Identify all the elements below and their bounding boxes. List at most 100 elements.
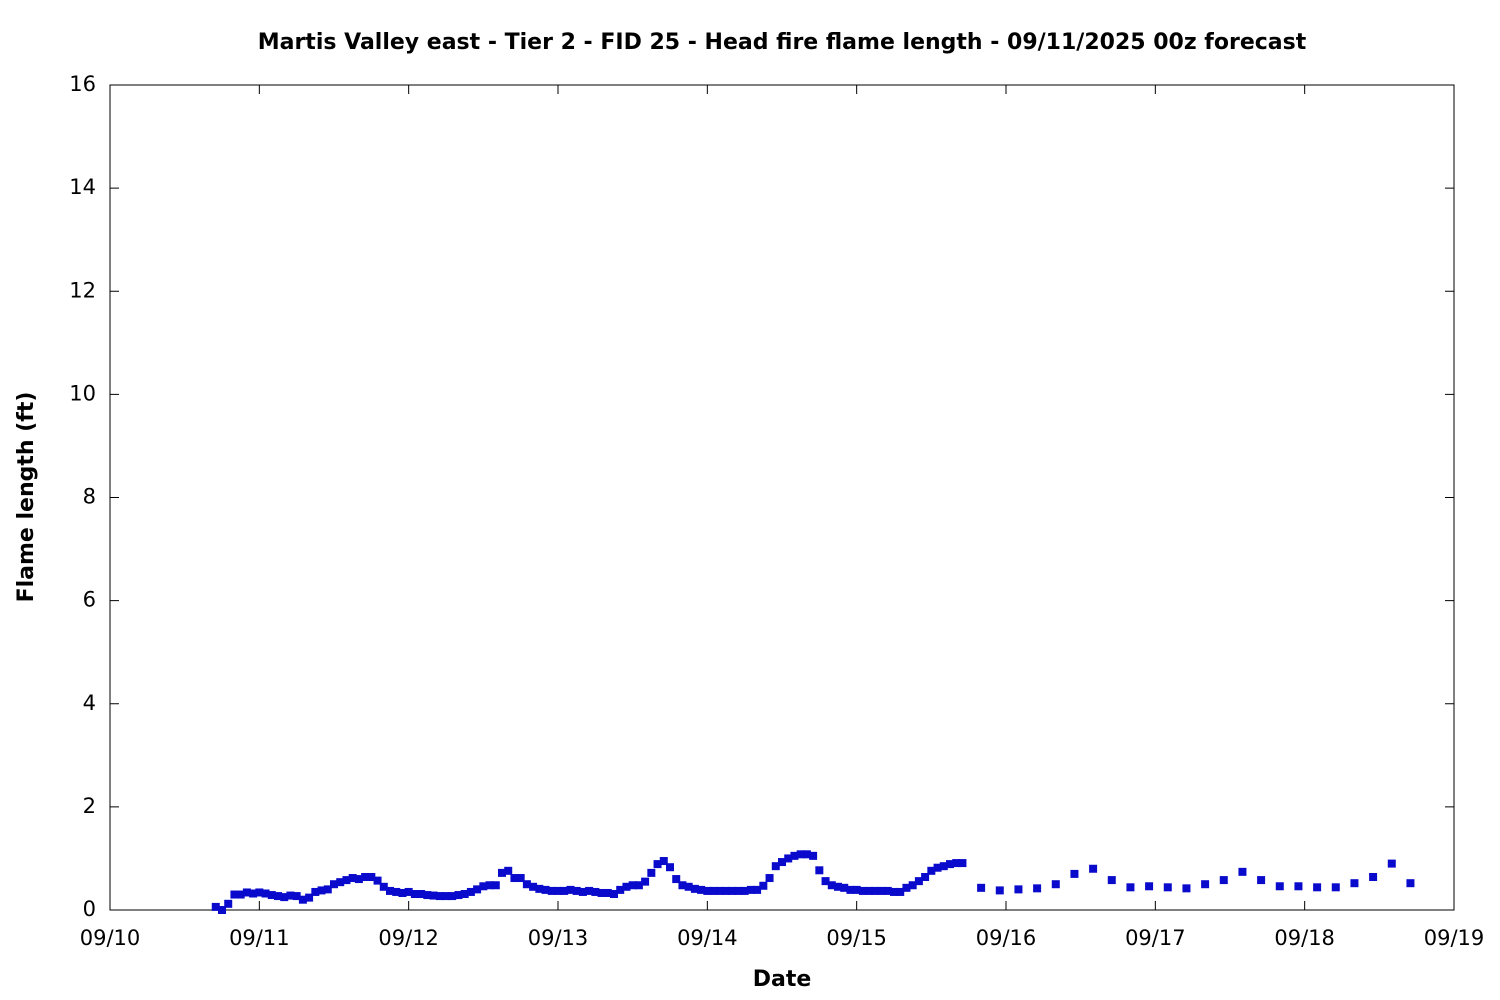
data-point	[361, 873, 370, 881]
data-point	[890, 887, 898, 896]
data-point	[995, 886, 1004, 895]
y-tick-label: 2	[83, 794, 96, 818]
data-point	[684, 882, 693, 891]
data-point	[728, 886, 737, 895]
data-point	[672, 875, 681, 884]
data-point	[367, 873, 376, 881]
y-tick-label: 12	[69, 278, 96, 302]
data-point	[622, 882, 631, 891]
data-point	[715, 886, 724, 895]
data-point	[547, 886, 556, 895]
data-point	[1387, 859, 1396, 868]
data-point	[435, 892, 444, 901]
data-point	[603, 888, 612, 897]
data-point	[790, 851, 799, 860]
data-point	[298, 895, 307, 904]
data-point	[230, 890, 239, 899]
data-point	[759, 881, 768, 890]
data-point	[921, 873, 930, 881]
data-point	[740, 886, 749, 895]
y-tick-label: 0	[83, 897, 96, 921]
data-point	[703, 886, 712, 895]
y-tick-label: 8	[83, 485, 96, 509]
data-point	[802, 850, 811, 859]
data-point	[566, 885, 575, 894]
data-point	[498, 868, 506, 877]
y-tick-label: 6	[83, 588, 96, 612]
data-point	[858, 886, 867, 895]
data-point	[852, 885, 861, 894]
x-tick-label: 09/17	[1125, 926, 1186, 950]
data-point	[535, 884, 544, 893]
x-tick-label: 09/15	[826, 926, 887, 950]
data-point	[653, 860, 662, 869]
data-point	[933, 863, 942, 872]
data-point	[610, 890, 618, 899]
data-point	[261, 889, 270, 898]
x-tick-label: 09/19	[1424, 926, 1485, 950]
data-point	[286, 891, 295, 900]
data-point	[1313, 883, 1322, 892]
x-tick-label: 09/16	[976, 926, 1037, 950]
data-point	[398, 888, 407, 897]
data-point	[1331, 883, 1340, 892]
data-point	[746, 885, 755, 894]
data-point	[479, 882, 488, 891]
data-point	[317, 886, 326, 895]
data-point	[939, 862, 948, 871]
chart-title: Martis Valley east - Tier 2 - FID 25 - H…	[258, 30, 1307, 55]
data-point	[784, 854, 793, 863]
data-point	[504, 866, 513, 875]
data-point	[348, 874, 357, 883]
data-point	[616, 885, 625, 894]
data-point	[591, 887, 600, 896]
x-tick-label: 09/11	[229, 926, 290, 950]
data-point	[292, 892, 301, 901]
data-point	[578, 887, 587, 896]
data-point	[809, 851, 818, 860]
y-tick-label: 14	[69, 175, 96, 199]
data-point	[678, 881, 687, 890]
data-point	[821, 877, 830, 886]
data-point	[1294, 882, 1303, 891]
data-point	[1406, 879, 1415, 888]
data-point	[697, 885, 706, 894]
x-tick-label: 09/13	[528, 926, 589, 950]
data-point	[473, 885, 482, 894]
data-point	[1369, 873, 1378, 881]
plot-frame	[109, 84, 1455, 911]
data-point	[753, 885, 762, 894]
data-point	[1070, 869, 1079, 878]
data-point	[597, 888, 606, 897]
data-point	[1238, 867, 1247, 876]
data-point	[305, 893, 314, 902]
data-point	[342, 876, 351, 885]
data-point	[865, 886, 874, 895]
data-point	[914, 877, 923, 886]
data-point	[560, 886, 569, 895]
data-point	[255, 888, 264, 897]
data-point	[242, 888, 251, 897]
data-point	[1163, 883, 1172, 892]
data-point	[404, 887, 413, 896]
data-point	[641, 877, 650, 886]
data-point	[1126, 883, 1135, 892]
data-point	[423, 891, 432, 900]
data-point	[529, 882, 538, 891]
data-point	[834, 882, 842, 891]
data-point	[908, 881, 917, 890]
data-point	[977, 883, 986, 892]
x-axis-label: Date	[753, 967, 812, 992]
data-point	[1089, 864, 1098, 873]
data-point	[871, 886, 880, 895]
data-point	[815, 866, 824, 875]
data-point	[218, 906, 226, 914]
data-point	[877, 886, 886, 895]
y-tick-label: 4	[83, 691, 96, 715]
data-point	[448, 892, 457, 901]
data-point	[722, 886, 730, 895]
data-point	[1257, 876, 1266, 885]
data-point	[952, 859, 961, 868]
data-point	[311, 887, 320, 896]
data-point	[659, 857, 668, 866]
